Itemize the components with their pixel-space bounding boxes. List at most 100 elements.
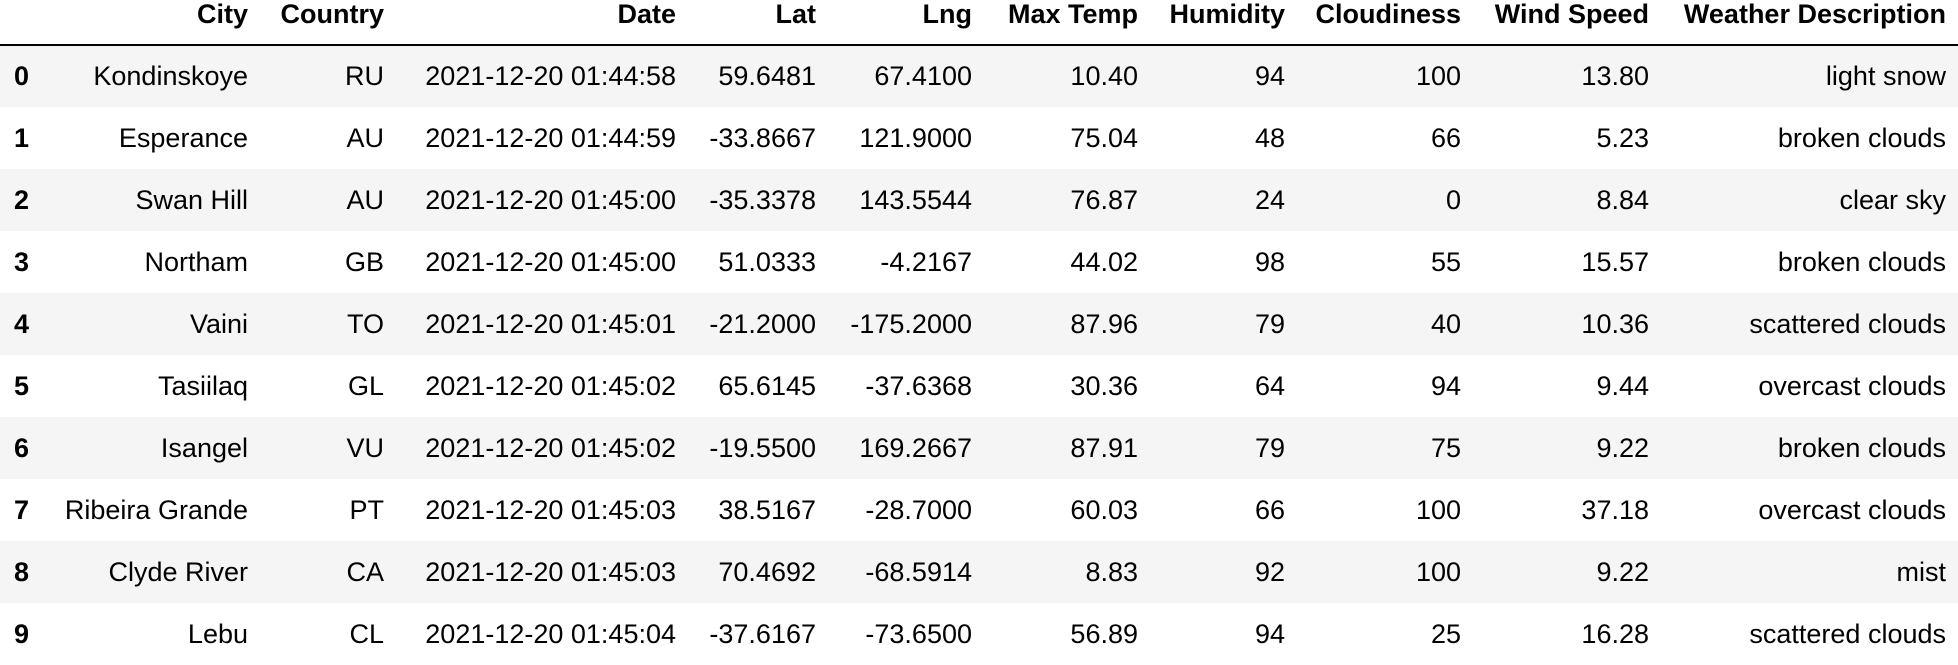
city-cell: Vaini	[189, 308, 248, 339]
max-temp-cell: 87.96	[1070, 308, 1138, 339]
cloudiness-cell: 100	[1415, 61, 1461, 91]
lat-cell: -37.6167	[709, 618, 816, 649]
lat-cell: -19.5500	[709, 432, 816, 463]
row-index: 8	[14, 556, 30, 587]
country-cell: CL	[349, 618, 384, 649]
table-row: 2 Swan Hill AU 2021-12-20 01:45:00 -35.3378 1…	[0, 169, 1958, 231]
lat-cell: 70.4692	[718, 556, 816, 587]
humidity-cell: 79	[1254, 308, 1285, 339]
humidity-cell: 94	[1254, 61, 1285, 91]
city-cell: Clyde River	[108, 556, 248, 587]
date-cell: 2021-12-20 01:45:00	[425, 246, 676, 277]
date-cell: 2021-12-20 01:45:00	[425, 184, 676, 215]
max-temp-cell: 87.91	[1070, 432, 1138, 463]
table-row: 4 Vaini TO 2021-12-20 01:45:01 -21.2000 -175.…	[0, 293, 1958, 355]
row-index: 9	[14, 618, 30, 649]
country-cell: AU	[346, 184, 384, 215]
weather-description-cell: overcast clouds	[1758, 494, 1946, 525]
row-index: 0	[14, 61, 30, 91]
lng-cell: -68.5914	[865, 556, 972, 587]
max-temp-cell: 10.40	[1070, 61, 1138, 91]
country-cell: GL	[347, 370, 384, 401]
wind-speed-cell: 8.84	[1596, 184, 1649, 215]
lng-cell: -4.2167	[880, 246, 972, 277]
max-temp-cell: 30.36	[1070, 370, 1138, 401]
city-cell: Northam	[144, 246, 248, 277]
city-cell: Tasiilaq	[157, 370, 248, 401]
city-cell: Esperance	[118, 122, 248, 153]
table-row: 9 Lebu CL 2021-12-20 01:45:04 -37.6167 -73.65…	[0, 603, 1958, 665]
max-temp-cell: 56.89	[1070, 618, 1138, 649]
wind-speed-cell: 13.80	[1581, 61, 1649, 91]
cloudiness-cell: 40	[1430, 308, 1461, 339]
date-column-header: Date	[396, 0, 688, 46]
lat-column-header: Lat	[688, 0, 828, 46]
country-cell: VU	[346, 432, 384, 463]
humidity-cell: 94	[1254, 618, 1285, 649]
row-index: 1	[14, 122, 30, 153]
humidity-cell: 92	[1254, 556, 1285, 587]
cloudiness-cell: 94	[1430, 370, 1461, 401]
index-column-header	[0, 0, 44, 46]
row-index: 4	[14, 308, 30, 339]
lat-cell: -33.8667	[709, 122, 816, 153]
lng-cell: -28.7000	[865, 494, 972, 525]
table-row: 7 Ribeira Grande PT 2021-12-20 01:45:03 38.5…	[0, 479, 1958, 541]
table-row: 1 Esperance AU 2021-12-20 01:44:59 -33.8667 1…	[0, 107, 1958, 169]
max-temp-cell: 44.02	[1070, 246, 1138, 277]
humidity-cell: 24	[1254, 184, 1285, 215]
humidity-column-header: Humidity	[1150, 0, 1297, 46]
date-cell: 2021-12-20 01:45:02	[425, 370, 676, 401]
weather-description-cell: overcast clouds	[1758, 370, 1946, 401]
lat-cell: 59.6481	[718, 61, 816, 91]
max-temp-cell: 8.83	[1085, 556, 1138, 587]
date-cell: 2021-12-20 01:45:01	[425, 308, 676, 339]
weather-description-cell: mist	[1896, 556, 1947, 587]
date-cell: 2021-12-20 01:45:03	[425, 494, 676, 525]
wind-speed-cell: 9.44	[1596, 370, 1649, 401]
humidity-cell: 64	[1254, 370, 1285, 401]
cloudiness-cell: 55	[1430, 246, 1461, 277]
country-column-header: Country	[260, 0, 396, 46]
header-row: City Country Date Lat Lng Max Temp Humid…	[0, 0, 1958, 46]
table-row: 0 Kondinskoye RU 2021-12-20 01:44:58 59.6481…	[0, 45, 1958, 107]
max-temp-cell: 60.03	[1070, 494, 1138, 525]
lat-cell: -35.3378	[709, 184, 816, 215]
max-temp-column-header: Max Temp	[984, 0, 1150, 46]
wind-speed-cell: 9.22	[1596, 432, 1649, 463]
table-row: 8 Clyde River CA 2021-12-20 01:45:03 70.4692…	[0, 541, 1958, 603]
date-cell: 2021-12-20 01:45:02	[425, 432, 676, 463]
row-index: 2	[14, 184, 30, 215]
weather-description-column-header: Weather Description	[1661, 0, 1958, 46]
date-cell: 2021-12-20 01:44:59	[425, 122, 676, 153]
weather-description-cell: clear sky	[1839, 184, 1946, 215]
lng-cell: 121.9000	[859, 122, 972, 153]
weather-description-cell: scattered clouds	[1749, 618, 1946, 649]
table-header: City Country Date Lat Lng Max Temp Humid…	[0, 0, 1958, 46]
country-cell: AU	[346, 122, 384, 153]
lng-cell: 143.5544	[859, 184, 972, 215]
table-row: 3 Northam GB 2021-12-20 01:45:00 51.0333 -4.2…	[0, 231, 1958, 293]
humidity-cell: 48	[1254, 122, 1285, 153]
lat-cell: 65.6145	[718, 370, 816, 401]
country-cell: TO	[346, 308, 384, 339]
country-cell: CA	[346, 556, 384, 587]
lat-cell: -21.2000	[709, 308, 816, 339]
wind-speed-column-header: Wind Speed	[1473, 0, 1661, 46]
country-cell: RU	[345, 61, 384, 91]
cloudiness-cell: 0	[1445, 184, 1461, 215]
cloudiness-cell: 100	[1415, 556, 1461, 587]
humidity-cell: 98	[1254, 246, 1285, 277]
wind-speed-cell: 15.57	[1581, 246, 1649, 277]
humidity-cell: 79	[1254, 432, 1285, 463]
city-cell: Swan Hill	[135, 184, 248, 215]
max-temp-cell: 76.87	[1070, 184, 1138, 215]
wind-speed-cell: 10.36	[1581, 308, 1649, 339]
lng-cell: -37.6368	[865, 370, 972, 401]
cloudiness-cell: 75	[1430, 432, 1461, 463]
lat-cell: 51.0333	[718, 246, 816, 277]
city-cell: Lebu	[187, 618, 248, 649]
date-cell: 2021-12-20 01:45:04	[425, 618, 676, 649]
lng-cell: 169.2667	[859, 432, 972, 463]
row-index: 6	[14, 432, 30, 463]
